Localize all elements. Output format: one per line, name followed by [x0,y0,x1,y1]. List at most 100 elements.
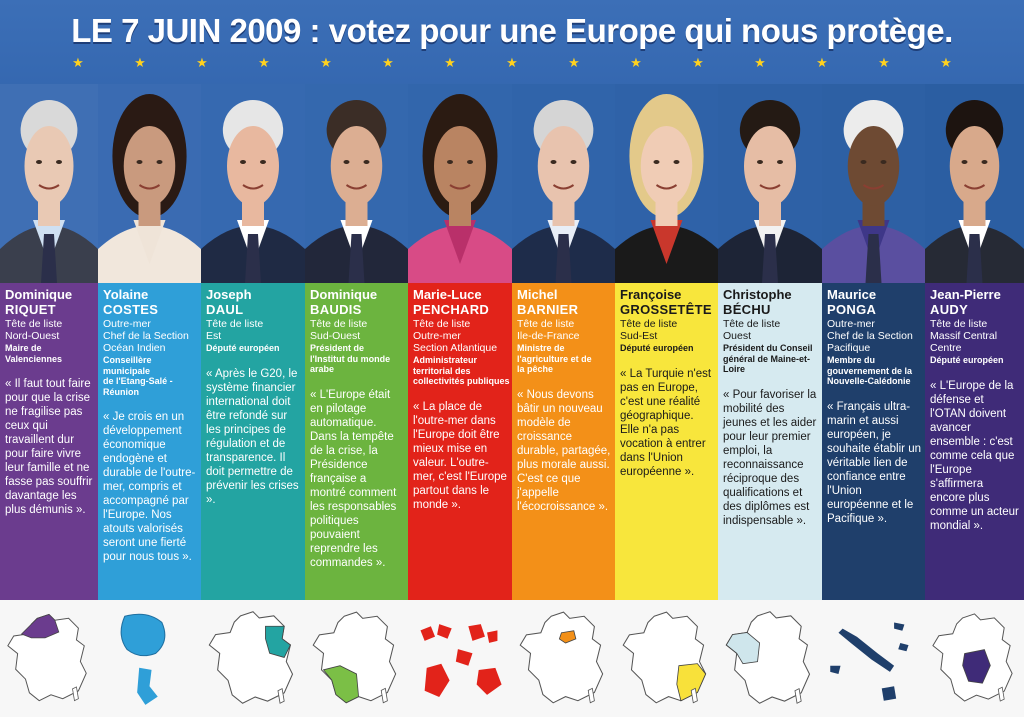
candidate-portrait [305,84,408,283]
massif-central-region-map [925,600,1024,717]
candidate-column: Françoise GROSSETÊTE Tête de liste Sud-Est D… [615,283,718,600]
candidate-first-name: Christophe [723,287,792,302]
candidate-column: Maurice PONGA Outre-mer Chef de la Section P… [822,283,925,600]
eu-stars-row: ★ ★ ★ ★ ★ ★ ★ ★ ★ ★ ★ ★ ★ ★ ★ [0,56,1024,74]
candidate-role: Tête de liste Massif Central Centre [930,318,998,354]
candidate-last-name: DAUL [206,302,244,317]
candidate-column: Jean-Pierre AUDY Tête de liste Massif Centr… [925,283,1024,600]
candidate-quote: « Pour favoriser la mobilité des jeunes … [723,388,817,527]
candidate-title: Président du Conseil général de Maine-et-… [723,343,813,374]
candidate-last-name: BAUDIS [310,302,362,317]
candidate-role: Outre-mer Chef de la Section Océan Indien [103,318,189,354]
candidate-first-name: Yolaine [103,287,149,302]
nord-ouest-region-map [0,600,98,717]
pacifique-region-map [822,600,925,717]
candidate-last-name: PENCHARD [413,302,490,317]
atlantique-region-map [408,600,512,717]
candidate-column: Christophe BÉCHU Tête de liste Ouest Préside… [718,283,822,600]
candidate-quote: « Nous devons bâtir un nouveau modèle de… [517,388,611,513]
header-banner: LE 7 JUIN 2009 : votez pour une Europe q… [0,0,1024,283]
candidate-title: Ministre de l'agriculture et de la pêche [517,343,592,374]
eu-star-icon: ★ [72,55,84,70]
eu-star-icon: ★ [816,55,828,70]
region-maps-row [0,600,1024,717]
headline: LE 7 JUIN 2009 : votez pour une Europe q… [71,12,953,49]
candidate-role: Tête de liste Sud-Est [620,318,678,342]
eu-star-icon: ★ [568,55,580,70]
candidate-portrait [201,84,305,283]
candidate-portrait [615,84,718,283]
candidate-last-name: PONGA [827,302,877,317]
eu-star-icon: ★ [320,55,332,70]
candidate-role: Tête de liste Ouest [723,318,781,342]
candidate-quote: « Il faut tout faire pour que la crise n… [5,378,93,516]
eu-star-icon: ★ [940,55,952,70]
candidate-first-name: Joseph [206,287,252,302]
candidate-first-name: Dominique [310,287,378,302]
candidate-portrait [0,84,98,283]
ocean-indien-region-map [98,600,201,717]
candidate-quote: « La Turquie n'est pas en Europe, c'est … [620,367,712,478]
candidate-column: Marie-Luce PENCHARD Tête de liste Outre-mer… [408,283,512,600]
candidate-quote: « Français ultra-marin et aussi européen… [827,400,921,525]
candidate-title: Député européen [206,343,280,353]
portraits-row [0,84,1024,283]
candidate-last-name: AUDY [930,302,969,317]
sud-ouest-region-map [305,600,408,717]
eu-star-icon: ★ [878,55,890,70]
candidate-last-name: COSTES [103,302,159,317]
candidate-title: Président de l'Institut du monde arabe [310,343,391,374]
candidate-first-name: Françoise [620,287,682,302]
candidate-last-name: BARNIER [517,302,579,317]
candidate-role: Tête de liste Nord-Ouest [5,318,63,342]
candidate-last-name: BÉCHU [723,302,771,317]
candidate-first-name: Michel [517,287,558,302]
ouest-region-map [718,600,822,717]
candidate-quote: « L'Europe de la défense et l'OTAN doive… [930,379,1019,532]
eu-star-icon: ★ [754,55,766,70]
candidate-title: Conseillère municipale de l'Etang-Salé - … [103,355,173,397]
candidate-role: Tête de liste Outre-mer Section Atlantique [413,318,498,354]
eu-star-icon: ★ [692,55,704,70]
ile-de-france-region-map [512,600,615,717]
candidate-title: Député européen [930,355,1004,365]
candidate-role: Tête de liste Est [206,318,264,342]
eu-star-icon: ★ [196,55,208,70]
candidate-role: Tête de liste Sud-Ouest [310,318,368,342]
candidate-first-name: Jean-Pierre [930,287,1001,302]
eu-star-icon: ★ [134,55,146,70]
candidate-last-name: GROSSETÊTE [620,302,712,317]
candidate-portrait [718,84,822,283]
candidate-portrait [822,84,925,283]
sud-est-region-map [615,600,718,717]
candidate-column: Michel BARNIER Tête de liste Ile-de-France M… [512,283,615,600]
candidate-title: Député européen [620,343,694,353]
candidate-first-name: Marie-Luce [413,287,482,302]
eu-star-icon: ★ [444,55,456,70]
candidate-role: Outre-mer Chef de la Section Pacifique [827,318,913,354]
candidate-title: Administrateur territorial des collectivit… [413,355,510,386]
candidate-portrait [408,84,512,283]
candidate-title: Maire de Valenciennes [5,343,63,364]
candidate-last-name: RIQUET [5,302,56,317]
candidate-column: Dominique RIQUET Tête de liste Nord-Ouest Ma… [0,283,98,600]
candidate-title: Membre du gouvernement de la Nouvelle-Calé… [827,355,913,386]
eu-star-icon: ★ [506,55,518,70]
candidate-quote: « La place de l'outre-mer dans l'Europe … [413,400,507,511]
candidate-column: Dominique BAUDIS Tête de liste Sud-Ouest Pré… [305,283,408,600]
candidate-columns: Dominique RIQUET Tête de liste Nord-Ouest Ma… [0,283,1024,600]
candidate-quote: « L'Europe était en pilotage automatique… [310,388,397,569]
eu-star-icon: ★ [382,55,394,70]
candidate-first-name: Dominique [5,287,73,302]
candidate-portrait [925,84,1024,283]
eu-star-icon: ★ [258,55,270,70]
est-region-map [201,600,305,717]
candidate-column: Joseph DAUL Tête de liste Est Député europée… [201,283,305,600]
eu-star-icon: ★ [630,55,642,70]
candidate-column: Yolaine COSTES Outre-mer Chef de la Section… [98,283,201,600]
candidate-first-name: Maurice [827,287,877,302]
candidate-role: Tête de liste Ile-de-France [517,318,580,342]
candidate-quote: « Je crois en un développement économiqu… [103,411,196,563]
candidate-portrait [98,84,201,283]
candidate-quote: « Après le G20, le système financier int… [206,367,299,506]
